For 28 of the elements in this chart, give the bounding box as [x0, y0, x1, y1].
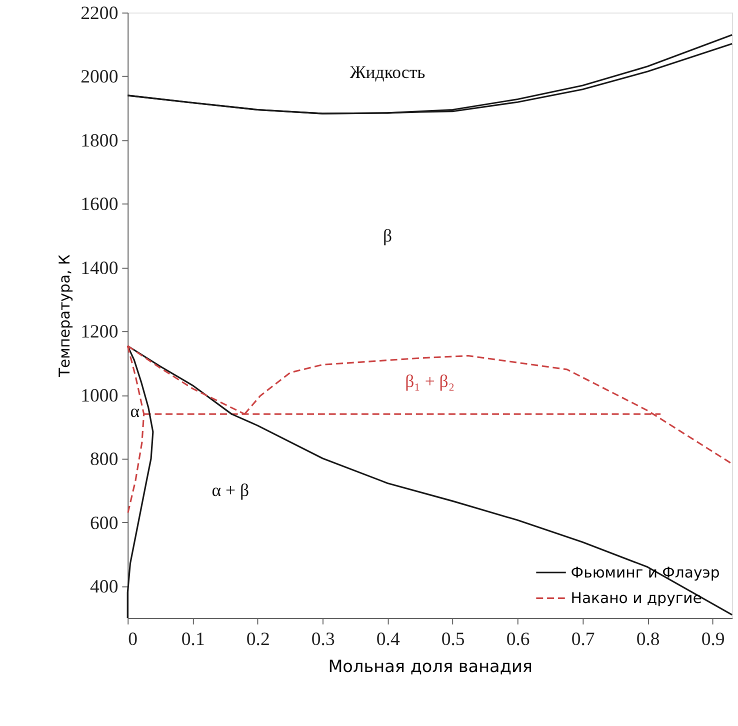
legend-label: Накано и другие: [570, 590, 702, 608]
annotation: β: [383, 226, 392, 246]
y-tick-label: 1600: [80, 194, 118, 216]
x-tick-label: 0.1: [181, 629, 205, 650]
y-tick-label: 1400: [80, 258, 118, 279]
annotation: α + β: [212, 480, 250, 500]
annotation: β₁ + β₂: [405, 370, 455, 391]
y-axis-title: Температура, К: [56, 254, 74, 378]
x-tick-label: 0.6: [506, 629, 530, 650]
x-tick-label: 0.2: [246, 629, 270, 650]
y-tick-label: 1200: [80, 322, 118, 343]
annotation: Жидкость: [350, 62, 426, 82]
y-tick-label: 1000: [80, 385, 118, 406]
x-tick-label: 0.7: [571, 629, 595, 650]
x-tick-label: 0.9: [701, 629, 725, 650]
y-tick-label: 400: [90, 576, 118, 598]
x-tick-label: 0.5: [441, 629, 465, 650]
annotation: α: [130, 401, 140, 422]
x-tick-label: 0.4: [376, 629, 400, 650]
x-tick-label: 0.3: [311, 629, 335, 650]
y-tick-label: 2200: [80, 2, 118, 24]
y-tick-label: 600: [90, 512, 118, 534]
x-tick-label: 0.8: [636, 629, 660, 650]
x-axis-title: Мольная доля ванадия: [328, 656, 532, 676]
y-tick-label: 2000: [80, 66, 118, 88]
y-tick-label: 800: [90, 449, 118, 470]
y-tick-label: 1800: [80, 130, 118, 152]
x-tick-label: 0: [128, 629, 138, 650]
